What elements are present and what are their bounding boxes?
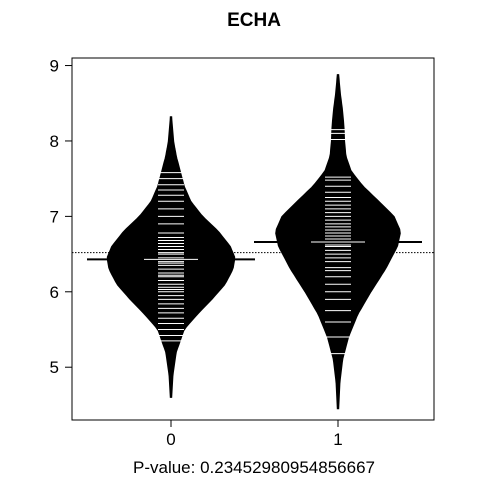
x-axis-label: P-value: 0.23452980954856667 (133, 458, 375, 477)
bean-group-0 (87, 116, 255, 398)
bean-shape (106, 116, 236, 398)
y-tick-label: 6 (50, 283, 59, 302)
beans (72, 74, 434, 410)
y-tick-label: 7 (50, 207, 59, 226)
y-tick-label: 8 (50, 132, 59, 151)
plot-frame (71, 57, 435, 421)
y-tick-label: 5 (50, 358, 59, 377)
x-tick-label: 1 (333, 430, 342, 449)
x-tick-label: 0 (166, 430, 175, 449)
chart-title: ECHA (227, 10, 281, 31)
bean-group-1 (254, 74, 422, 410)
y-axis: 5 6 7 8 9 (50, 57, 72, 377)
y-tick-label: 9 (50, 57, 59, 76)
